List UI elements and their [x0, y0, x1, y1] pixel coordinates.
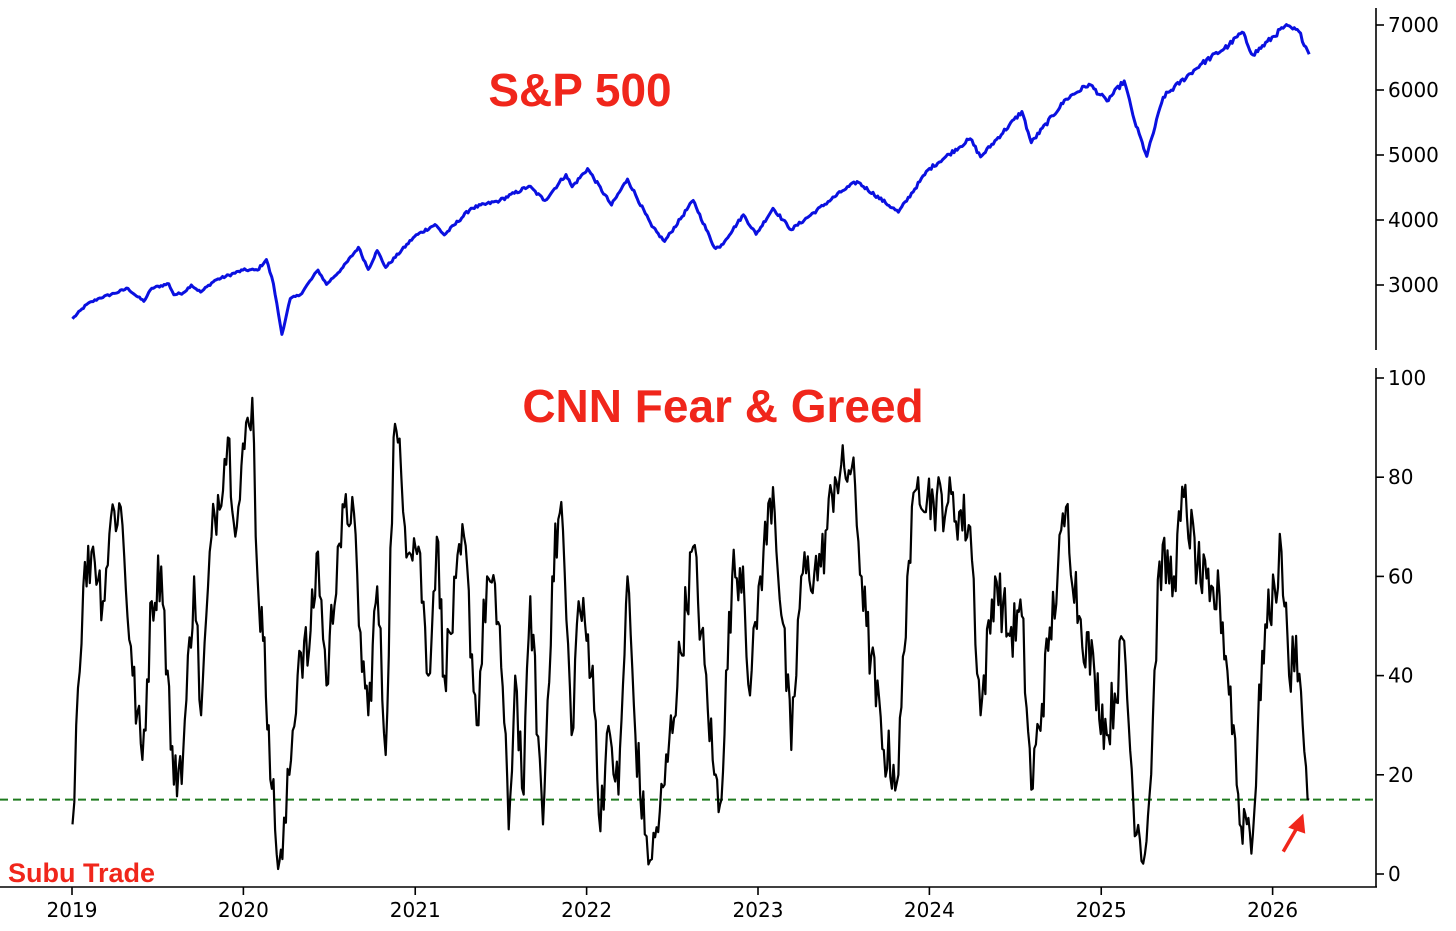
fear-greed-series-line: [71, 396, 1310, 871]
x-tick-label: 2024: [904, 898, 955, 922]
x-tick-label: 2025: [1076, 898, 1127, 922]
arrow-head: [1288, 813, 1306, 834]
spx-y-tick-label: 5000: [1388, 143, 1439, 167]
x-tick-label: 2019: [47, 898, 98, 922]
annotation-arrow: [1281, 813, 1306, 853]
x-tick-label: 2021: [390, 898, 441, 922]
x-tick-label: 2026: [1247, 898, 1298, 922]
spx-y-tick-label: 4000: [1388, 208, 1439, 232]
fear-greed-panel: 0 20 40 60 80 100 2019 2020 2021 2022 2023 2024 202…: [0, 366, 1426, 922]
spx-y-tick-label: 6000: [1388, 78, 1439, 102]
fg-y-tick-label: 80: [1388, 465, 1413, 489]
watermark: Subu Trade: [8, 858, 155, 888]
fg-y-tick-label: 40: [1388, 664, 1413, 688]
fg-y-tick-label: 100: [1388, 366, 1426, 390]
fg-y-tick-label: 60: [1388, 564, 1413, 588]
x-tick-label: 2023: [733, 898, 784, 922]
spx-y-tick-label: 3000: [1388, 273, 1439, 297]
fg-y-tick-label: 20: [1388, 763, 1413, 787]
x-tick-label: 2022: [561, 898, 612, 922]
x-axis-ticks: 2019 2020 2021 2022 2023 2024 2025 2026: [47, 887, 1298, 922]
spx-y-tick-label: 7000: [1388, 13, 1439, 37]
spx-series-line: [71, 23, 1311, 336]
spx-y-ticks: 3000 4000 5000 6000 7000: [1376, 13, 1439, 297]
fear-greed-title: CNN Fear & Greed: [522, 380, 923, 432]
fg-y-ticks: 0 20 40 60 80 100: [1376, 366, 1426, 886]
spx-panel: 3000 4000 5000 6000 7000 S&P 500: [71, 8, 1439, 350]
x-tick-label: 2020: [218, 898, 269, 922]
fg-y-tick-label: 0: [1388, 862, 1401, 886]
spx-title: S&P 500: [488, 64, 671, 116]
